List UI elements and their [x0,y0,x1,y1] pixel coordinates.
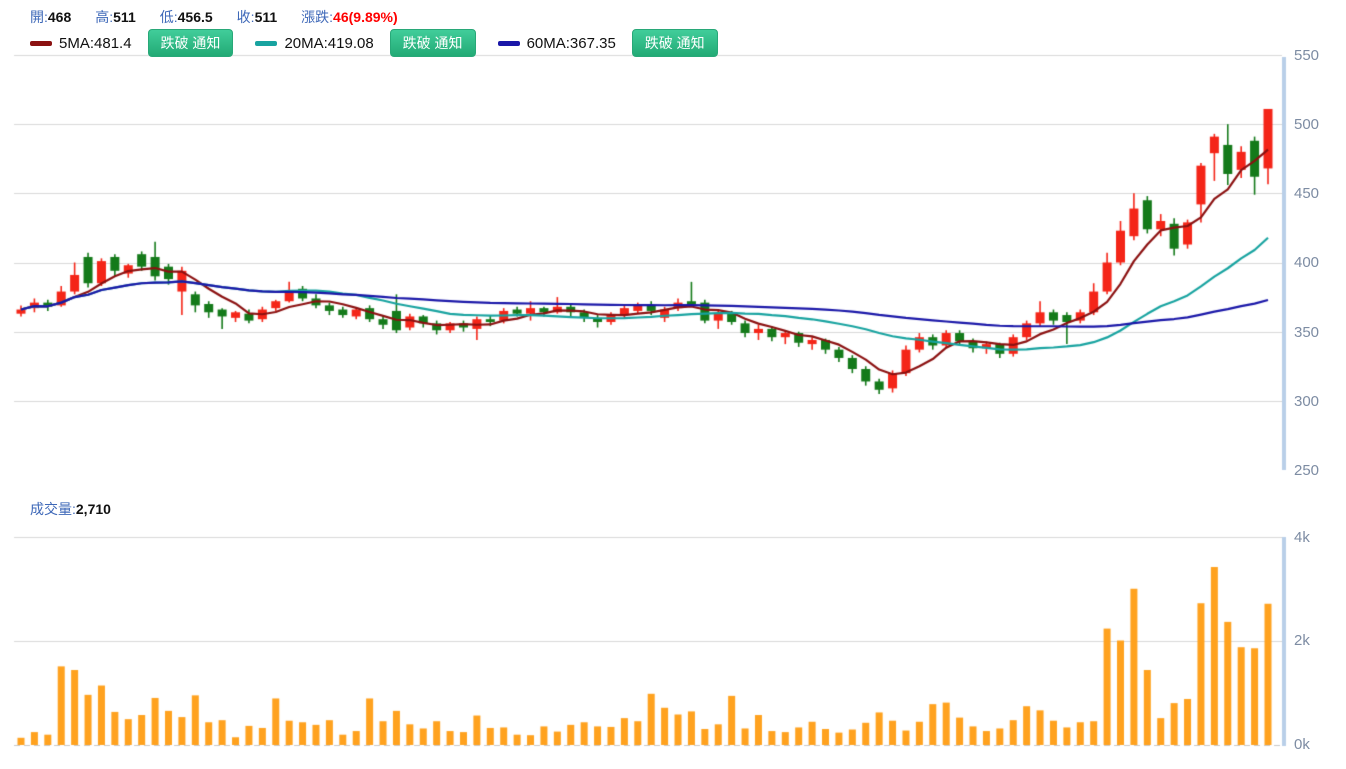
volume-value: 2,710 [75,501,111,517]
change-field: 漲跌:46(9.89%) [301,9,398,25]
high-value: 511 [113,9,136,25]
volume-row: 成交量:2,710 [30,501,111,517]
close-value: 511 [254,9,278,25]
close-label: 收 [236,9,251,25]
price-tick-450: 450 [1294,185,1320,202]
open-label: 開 [30,9,44,25]
price-tick-500: 500 [1294,116,1320,133]
ma-legend-row: 5MA:481.4 跌破 通知 20MA:419.08 跌破 通知 60MA:3… [30,29,740,57]
ma5-legend: 5MA:481.4 [30,35,132,52]
change-value: 46(9.89%) [333,9,398,25]
ma60-legend: 60MA:367.35 [497,34,616,52]
ma20-value: 20MA:419.08 [284,34,374,52]
change-label: 漲跌 [301,9,330,25]
open-value: 468 [47,9,72,25]
ma20-color-swatch-icon [255,40,278,46]
high-field: 高:511 [95,9,136,25]
price-tick-250: 250 [1294,462,1320,479]
ma60-breakdown-alert-button[interactable]: 跌破 通知 [631,29,718,57]
price-tick-550: 550 [1294,47,1320,64]
low-label: 低 [159,9,174,25]
ma20-breakdown-alert-button[interactable]: 跌破 通知 [389,29,476,57]
volume-tick-2k: 2k [1294,632,1310,649]
ma5-color-swatch-icon [30,40,52,46]
ma60-value: 60MA:367.35 [526,34,616,52]
low-value: 456.5 [177,9,213,25]
ma5-value: 5MA:481.4 [59,34,132,52]
ma5-breakdown-alert-button[interactable]: 跌破 通知 [147,29,234,57]
high-label: 高 [95,9,110,25]
low-field: 低:456.5 [159,9,213,25]
close-field: 收:511 [236,9,278,25]
volume-label: 成交量 [30,501,72,517]
ma60-color-swatch-icon [497,40,520,46]
open-field: 開:468 [30,9,72,25]
price-tick-350: 350 [1294,324,1320,341]
quote-row: 開:468 高:511 低:456.5 收:511 漲跌:46(9.89%) [30,7,422,27]
price-tick-400: 400 [1294,254,1320,271]
volume-tick-0k: 0k [1294,736,1310,753]
volume-tick-4k: 4k [1294,529,1310,546]
ma20-legend: 20MA:419.08 [255,34,374,52]
price-tick-300: 300 [1294,393,1320,410]
